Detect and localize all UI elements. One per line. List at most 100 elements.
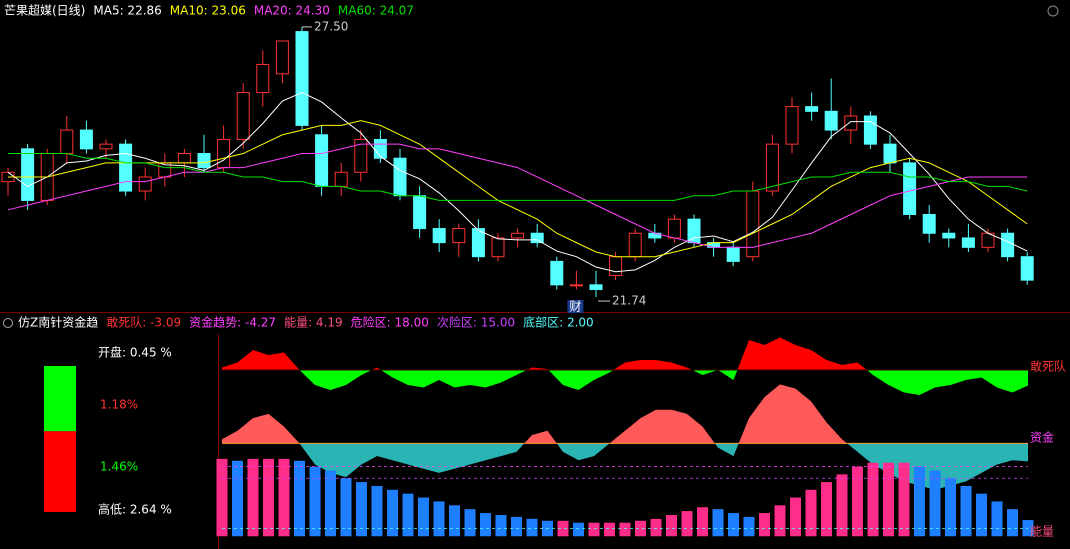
energy-bar [650,518,662,537]
candle-body [1001,232,1015,258]
ma-line [8,120,1028,258]
energy-bar [681,511,693,537]
high-annotation: 27.50 [314,19,348,33]
readout: 敢死队: -3.09 [106,315,181,330]
energy-bar [960,485,972,537]
energy-bar [991,501,1003,537]
candle-body [961,237,975,248]
level-label: 底部区: 2.00 [523,315,594,330]
candle-body [256,63,270,94]
area-negative [222,370,1028,395]
candle-body [785,106,799,145]
energy-bar [340,478,352,537]
energy-bar [914,466,925,537]
energy-bar [402,493,414,537]
legend-entry: MA5: 22.86 [93,4,161,18]
candle-body [60,129,74,155]
energy-bar [728,513,739,537]
candle-body [334,171,348,187]
candle-body [726,246,740,262]
legend-entry: MA10: 23.06 [170,4,246,18]
energy-bar [836,474,848,537]
series-label: 敢死队 [1030,359,1066,374]
candle-body [217,138,231,169]
energy-bar [976,493,987,537]
energy-bar [666,514,677,537]
chart-title: 芒果超媒(日线) [4,3,85,18]
series-label: 能量 [1030,525,1054,539]
candle-body [491,237,505,258]
ma-line [7,92,1028,273]
ma-line [8,153,1028,201]
candle-body [530,232,544,244]
area-positive [222,337,1028,370]
collapse-icon[interactable] [1047,5,1059,17]
energy-bar [635,520,646,537]
candle-body [511,232,525,239]
energy-bar [247,458,259,537]
energy-bar [898,462,910,537]
energy-bar [216,458,228,537]
candle-body [119,143,133,192]
candle-body [471,228,485,258]
candle-body [413,195,427,230]
candle-body [942,232,956,239]
low-annotation: 21.74 [612,294,646,308]
candle-body [550,260,564,286]
energy-bar [526,518,538,537]
candle-body [197,153,211,169]
energy-bar [588,522,600,537]
energy-bar [511,516,522,537]
candle-body [609,256,623,276]
ratio-bar [44,366,76,432]
candle-body [1020,256,1034,281]
candle-body [432,228,446,244]
energy-bar [387,489,398,537]
energy-bar [356,482,367,537]
readout: 资金趋势: -4.27 [189,315,276,330]
energy-bar [790,497,801,537]
energy-bar [464,509,476,537]
energy-bar [774,505,786,537]
energy-bar [697,507,708,537]
candle-body [863,115,877,145]
candle-body [883,143,897,164]
candle-body [922,213,936,234]
candle-body [177,153,191,164]
energy-bar [278,458,290,537]
candle-body [295,31,309,126]
area-negative [222,443,1028,490]
level-label: 危险区: 18.00 [351,315,429,330]
energy-bar [712,509,724,537]
candle-body [99,143,113,150]
candle-body [373,138,387,159]
energy-bar [743,516,755,537]
series-label: 资金 [1030,430,1054,445]
energy-bar [495,514,507,537]
readout: 能量: 4.19 [284,316,343,330]
candle-body [275,40,289,75]
event-badge [567,300,584,313]
candle-body [452,228,466,244]
ratio-bar [44,431,76,512]
candle-body [805,106,819,112]
candle-body [824,110,838,131]
candle-body [765,143,779,192]
event-annotation: 财 [569,300,581,314]
candle-body [393,157,407,197]
energy-bar [883,462,894,537]
level-label: 次险区: 15.00 [437,315,515,330]
candle-body [236,92,250,140]
candle-body [687,218,701,244]
energy-bar [232,460,243,537]
indicator-title: 仿Z南针资金趋 [18,315,98,330]
candle-body [667,218,681,239]
candle-body [844,115,858,131]
energy-bar [604,522,615,537]
ratio-label: 1.18% [100,398,138,412]
energy-bar [309,466,321,537]
indicator-icon[interactable] [3,318,13,328]
candle-body [569,284,583,287]
legend-entry: MA60: 24.07 [338,4,414,18]
